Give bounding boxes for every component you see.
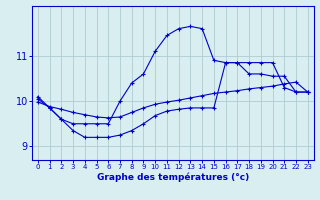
X-axis label: Graphe des températures (°c): Graphe des températures (°c) <box>97 173 249 182</box>
